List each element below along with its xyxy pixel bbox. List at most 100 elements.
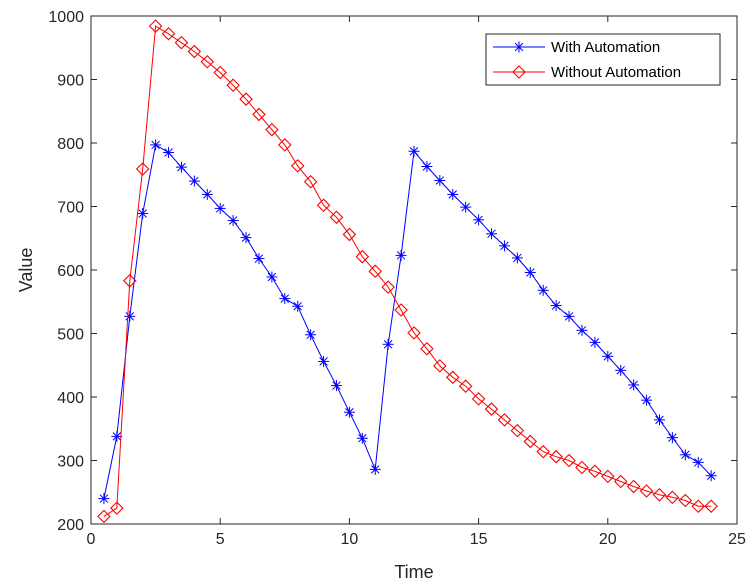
y-tick-label: 600 — [57, 263, 84, 280]
data-point-without-automation — [187, 44, 202, 59]
data-point-with-automation — [175, 161, 187, 173]
data-point-without-automation — [704, 499, 718, 513]
data-point-with-automation — [356, 432, 368, 444]
data-point-without-automation — [458, 379, 473, 393]
data-point-without-automation — [665, 490, 680, 505]
data-point-without-automation — [445, 370, 460, 385]
x-tick-label: 5 — [216, 531, 225, 548]
data-point-without-automation — [161, 27, 176, 41]
data-point-without-automation — [368, 264, 383, 279]
data-point-without-automation — [575, 460, 589, 475]
data-point-with-automation — [421, 160, 433, 172]
data-point-with-automation — [473, 214, 485, 226]
data-point-without-automation — [355, 249, 370, 264]
data-point-with-automation — [460, 201, 472, 213]
data-point-without-automation — [433, 359, 447, 373]
data-point-without-automation — [110, 501, 124, 515]
data-point-with-automation — [589, 336, 601, 348]
data-point-without-automation — [394, 303, 408, 317]
data-point-without-automation — [678, 493, 693, 508]
data-point-with-automation — [679, 449, 691, 461]
data-point-with-automation — [434, 174, 446, 186]
data-point-with-automation — [188, 175, 200, 187]
data-point-with-automation — [124, 310, 136, 322]
data-point-with-automation — [524, 267, 536, 279]
data-point-without-automation — [652, 488, 667, 502]
data-point-with-automation — [201, 188, 213, 200]
data-point-without-automation — [601, 469, 615, 484]
data-point-with-automation — [602, 350, 614, 362]
data-point-with-automation — [537, 284, 549, 296]
data-point-with-automation — [227, 214, 239, 226]
legend-label-with-automation: With Automation — [551, 39, 660, 56]
legend-entry-without-automation: Without Automation — [493, 64, 681, 81]
legend-marker-with-automation — [513, 41, 525, 53]
data-point-without-automation — [200, 54, 215, 69]
data-point-without-automation — [420, 341, 434, 356]
y-tick-label: 700 — [57, 200, 84, 217]
data-point-with-automation — [705, 470, 717, 482]
data-point-with-automation — [511, 252, 523, 264]
data-point-with-automation — [98, 493, 110, 505]
data-point-with-automation — [550, 300, 562, 312]
data-point-without-automation — [471, 392, 486, 406]
data-point-with-automation — [666, 432, 678, 444]
legend-marker-without-automation — [512, 65, 526, 79]
x-tick-label: 20 — [599, 531, 617, 548]
data-point-with-automation — [563, 310, 575, 322]
y-axis-label: Value — [16, 248, 36, 293]
data-point-without-automation — [588, 464, 602, 479]
data-point-without-automation — [303, 174, 318, 189]
data-point-without-automation — [329, 210, 344, 225]
data-point-without-automation — [226, 78, 240, 92]
x-tick-label: 15 — [470, 531, 488, 548]
data-point-with-automation — [318, 355, 330, 367]
data-point-with-automation — [447, 188, 459, 200]
data-point-with-automation — [163, 147, 175, 159]
series-line-without-automation — [103, 25, 712, 517]
data-point-with-automation — [240, 232, 252, 244]
data-point-without-automation — [523, 434, 538, 449]
data-point-with-automation — [330, 380, 342, 392]
data-point-without-automation — [691, 499, 706, 513]
data-point-without-automation — [122, 274, 137, 288]
data-point-without-automation — [252, 107, 266, 122]
data-point-with-automation — [137, 207, 149, 219]
data-point-without-automation — [381, 280, 395, 294]
data-point-with-automation — [292, 300, 304, 312]
y-tick-label: 400 — [57, 390, 84, 407]
data-point-without-automation — [213, 65, 227, 80]
data-point-without-automation — [265, 122, 279, 137]
data-point-with-automation — [486, 228, 498, 240]
data-point-without-automation — [407, 326, 421, 340]
y-tick-label: 300 — [57, 454, 84, 471]
legend-entry-with-automation: With Automation — [493, 39, 660, 56]
data-point-without-automation — [510, 423, 525, 438]
data-point-with-automation — [692, 456, 704, 468]
data-point-with-automation — [382, 338, 394, 350]
x-tick-label: 0 — [87, 531, 96, 548]
data-point-with-automation — [369, 463, 381, 475]
axis-ticks: 0 5 10 15 20 25 200 300 400 500 600 700 800 900 1000 — [48, 9, 746, 548]
data-point-without-automation — [497, 413, 512, 427]
data-point-with-automation — [576, 324, 588, 336]
plot-area — [91, 16, 737, 524]
data-point-with-automation — [653, 414, 665, 426]
data-point-with-automation — [279, 293, 291, 305]
data-point-with-automation — [395, 249, 407, 261]
data-point-without-automation — [549, 449, 563, 464]
data-point-without-automation — [639, 484, 654, 498]
data-point-with-automation — [498, 240, 510, 252]
series-markers-without-automation — [97, 19, 718, 524]
data-point-without-automation — [174, 35, 189, 50]
legend-box — [485, 33, 721, 86]
data-point-with-automation — [150, 139, 162, 151]
data-point-without-automation — [536, 444, 550, 459]
legend-marker-symbol — [513, 41, 525, 53]
legend-marker-symbol — [512, 65, 526, 79]
data-point-with-automation — [305, 329, 317, 341]
data-point-without-automation — [316, 198, 331, 213]
data-layer — [97, 19, 718, 524]
y-tick-label: 900 — [57, 73, 84, 90]
data-point-without-automation — [278, 138, 292, 152]
